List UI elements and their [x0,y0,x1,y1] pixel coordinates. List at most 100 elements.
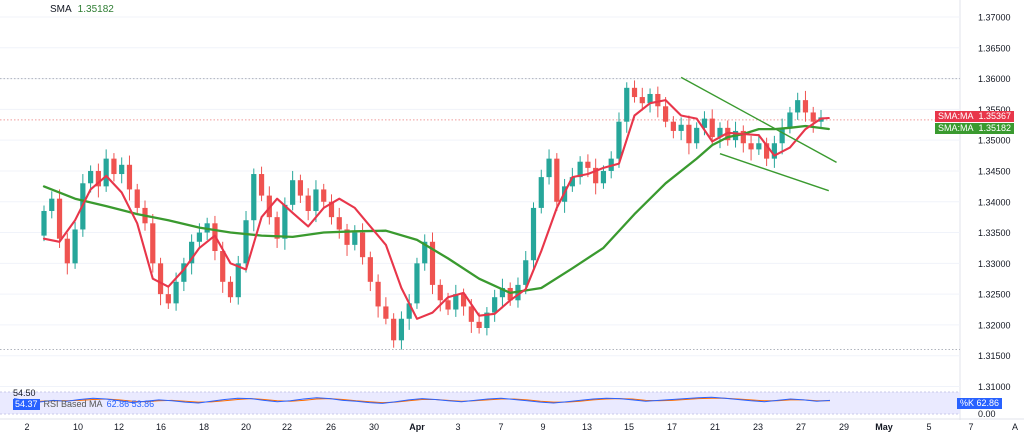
time-tick-label: May [875,422,893,432]
time-tick-label: 7 [968,422,973,432]
candle-body [740,130,746,144]
time-tick-label: 18 [199,422,209,432]
candle-body [258,174,265,196]
oscillator-legend[interactable]: 54.50 54.37 RSI Based MA 62.86 53.86 [13,388,154,410]
time-tick-label: 2 [24,422,29,432]
candle-body [391,318,397,341]
time-tick-label: 13 [582,422,592,432]
candle-body [359,232,366,258]
candle-body [290,180,296,205]
candle-body [313,189,319,211]
time-tick-label: Apr [409,422,425,432]
price-tick-label: 1.31000 [978,382,1011,392]
time-tick-label: 30 [369,422,379,432]
price-tick-label: 1.35000 [978,136,1011,146]
candle-body [414,263,420,304]
candle-body [616,121,622,159]
candle-body [321,189,327,202]
candle-body [181,263,187,282]
time-tick-label: 17 [667,422,677,432]
candle-body [631,87,638,98]
candle-body [398,318,405,341]
candle-body [655,93,661,107]
time-tick-label: 9 [540,422,545,432]
candle-body [499,287,506,298]
candle-body [492,297,498,313]
candle-body [134,189,140,208]
time-tick-label: 27 [796,422,806,432]
sma-slow-tag-label: SMA:MA [938,123,974,133]
time-tick-label: 5 [926,422,931,432]
candle-body [484,312,490,328]
candle-body [523,260,529,285]
candle-body [111,158,117,175]
oscillator-name: RSI Based MA [43,399,103,409]
price-tick-label: 1.31500 [978,351,1011,361]
time-tick-label: 10 [73,422,83,432]
candle-body [49,198,55,211]
candle-body [593,167,599,184]
candle-body [771,143,777,159]
sma-fast-line [42,99,830,320]
trend-line [680,76,837,163]
candle-body [196,232,202,242]
osc-zero-label: 0.00 [975,409,999,420]
candle-body [795,100,801,113]
indicator-legend[interactable]: SMA 1.35182 [50,4,114,15]
candle-body [709,118,715,138]
candle-body [173,281,179,304]
oscillator-d-line [13,397,830,404]
candle-body [227,281,234,298]
osc-zero-value: 0.00 [978,409,996,419]
candle-body [406,303,412,319]
indicator-value: 1.35182 [77,4,114,15]
price-tick-label: 1.36500 [978,43,1011,53]
price-tick-label: 1.32500 [978,290,1011,300]
candle-body [119,164,125,175]
candle-body [344,229,350,245]
candle-body [624,87,630,122]
candle-body [126,164,133,190]
time-tick-label: 7 [498,422,503,432]
candle-body [243,220,249,264]
sma-slow-tag-value: 1.35182 [978,123,1012,133]
oscillator-pane [0,391,960,415]
sma-fast-price-tag: SMA:MA 1.35367 [935,111,1015,122]
reference-lines [0,78,960,351]
price-tick-label: 1.34500 [978,166,1011,176]
time-axis: 2 10 12 16 18 20 22 26 30 Apr 3 7 9 13 15 17 21 23 27 29 May… [0,418,1024,432]
candle-body [367,257,373,282]
osc-k-label: %K [960,398,975,408]
candle-body [507,287,513,301]
sma-fast-tag-value: 1.35367 [978,111,1012,121]
candle-body [437,284,443,301]
candle-body [686,124,692,144]
candle-body [701,118,708,128]
candle-body [352,232,358,245]
sma-fast-tag-label: SMA:MA [938,111,974,121]
candle-body [748,143,754,150]
candle-body [585,161,591,168]
candle-body [305,195,311,211]
candle-body [756,143,762,150]
candle-body [530,207,537,261]
candle-body [220,251,226,282]
time-tick-label: 21 [710,422,720,432]
time-tick-label: 12 [114,422,124,432]
time-tick-label: 23 [753,422,763,432]
price-tick-label: 1.37000 [978,13,1011,23]
candlesticks [41,80,824,350]
candle-body [282,204,288,239]
price-tick-label: 1.35500 [978,105,1011,115]
candle-body [95,170,101,187]
price-tick-label: 1.34000 [978,197,1011,207]
candle-body [787,112,793,128]
candle-body [422,241,428,264]
candle-body [189,241,195,264]
candle-body [694,127,700,144]
time-tick-label: 3 [455,422,460,432]
time-tick-label: 26 [326,422,336,432]
candle-body [670,121,676,131]
oscillator-values: 62.86 53.86 [106,399,155,409]
